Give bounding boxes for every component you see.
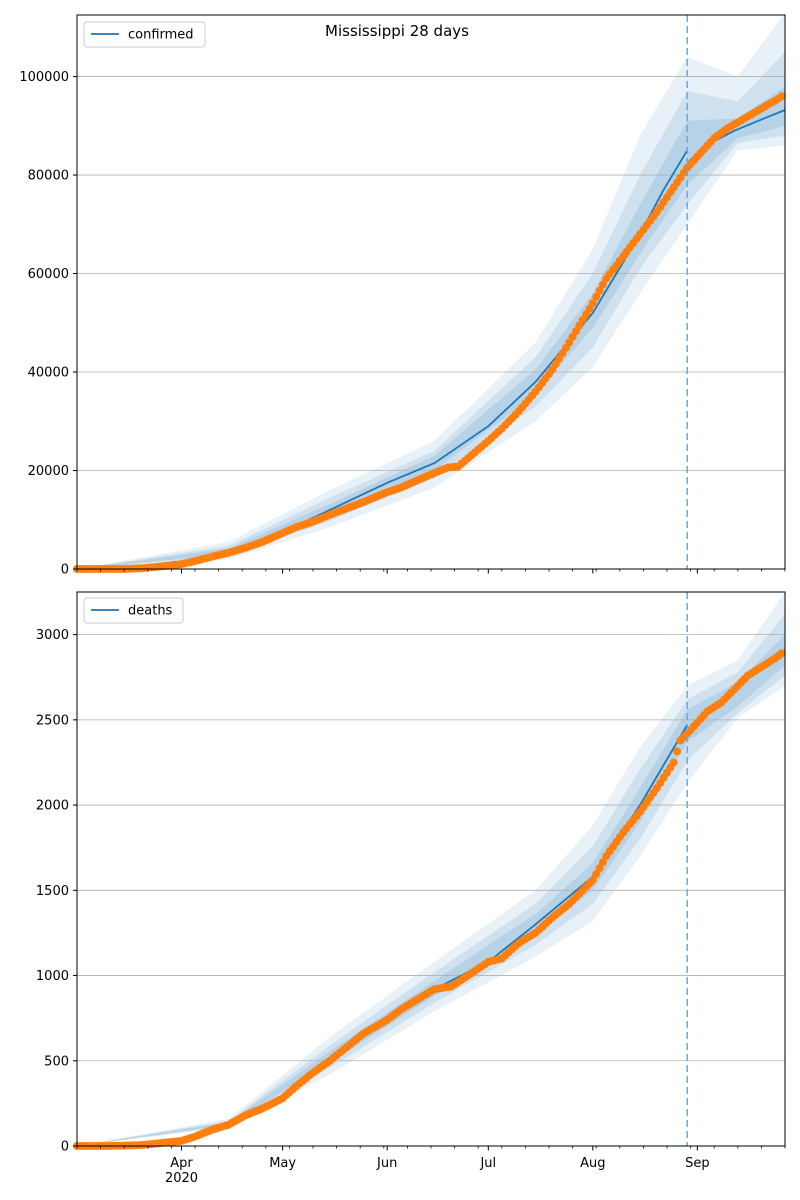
- confirmed-y-tick-label: 100000: [19, 70, 69, 85]
- confirmed-legend-box: [83, 21, 206, 48]
- deaths-y-tick-label: 2500: [36, 713, 69, 728]
- confirmed-observed-point: [588, 299, 597, 308]
- deaths-y-tick-label: 500: [44, 1054, 69, 1069]
- confirmed-legend: confirmed: [83, 21, 206, 48]
- confirmed-band-middle: [77, 51, 785, 569]
- deaths-legend-box: [83, 597, 184, 624]
- deaths-gridlines: [77, 634, 785, 1062]
- confirmed-y-tick-label: 40000: [28, 366, 69, 381]
- confirmed-observed-point: [777, 92, 786, 101]
- x-tick-label: Apr: [170, 1156, 193, 1171]
- x-tick-label: Aug: [580, 1156, 605, 1171]
- x-tick-label: Jun: [376, 1156, 397, 1171]
- deaths-y-tick-label: 3000: [36, 628, 69, 643]
- deaths-observed-point: [673, 747, 682, 756]
- confirmed-observed-points: [73, 92, 786, 573]
- confirmed-observed-point: [592, 292, 601, 301]
- deaths-y-tick-label: 1500: [36, 884, 69, 899]
- deaths-observed-point: [598, 858, 607, 867]
- confirmed-x-axis: [76, 569, 786, 574]
- deaths-observed-point: [777, 649, 786, 658]
- deaths-observed-point: [595, 864, 604, 873]
- x-tick-label: May: [269, 1156, 296, 1171]
- confirmed-y-tick-label: 80000: [28, 169, 69, 184]
- confirmed-observed-point: [598, 280, 607, 289]
- confirmed-y-tick-label: 0: [61, 563, 69, 578]
- confirmed-panel: 0 20000 40000 60000 80000 100000 confirmed Mi…: [19, 12, 786, 578]
- confirmed-band-outer: [77, 12, 785, 569]
- deaths-observed-point: [592, 870, 601, 879]
- deaths-observed-points: [73, 649, 786, 1150]
- deaths-y-axis: 0 500 1000 1500 2000 2500 3000: [36, 628, 77, 1155]
- confirmed-legend-label: confirmed: [128, 28, 194, 43]
- confirmed-y-tick-label: 60000: [28, 267, 69, 282]
- x-tick-label: Sep: [685, 1156, 710, 1171]
- confirmed-y-tick-label: 20000: [28, 464, 69, 479]
- chart-title: Mississippi 28 days: [325, 22, 469, 40]
- confirmed-observed-point: [595, 286, 604, 295]
- deaths-y-tick-label: 0: [61, 1140, 69, 1155]
- deaths-legend-label: deaths: [128, 604, 173, 619]
- deaths-observed-point: [669, 758, 678, 767]
- deaths-observed-point: [588, 876, 597, 885]
- deaths-y-tick-label: 2000: [36, 799, 69, 814]
- deaths-y-tick-label: 1000: [36, 969, 69, 984]
- deaths-legend: deaths: [83, 597, 184, 624]
- x-tick-year-label: 2020: [165, 1171, 198, 1186]
- x-tick-label: Jul: [479, 1156, 496, 1171]
- confirmed-y-axis: 0 20000 40000 60000 80000 100000: [19, 70, 77, 578]
